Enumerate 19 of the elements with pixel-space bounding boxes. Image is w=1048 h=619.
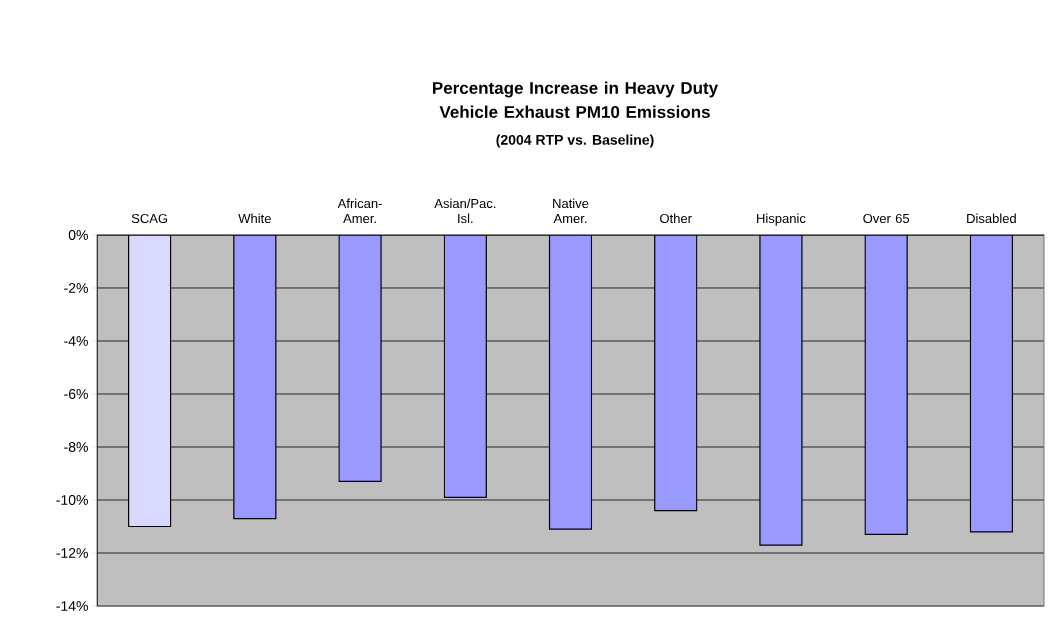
x-tick-label: Asian/Pac. Isl.	[434, 198, 496, 224]
y-tick-label: 0%	[68, 230, 88, 240]
y-tick-label: -2%	[64, 283, 88, 293]
y-tick-label: -10%	[56, 495, 88, 505]
chart-subtitle: (2004 RTP vs. Baseline)	[496, 134, 654, 148]
chart-title: Percentage Increase in Heavy Duty Vehicle Exhaust PM10 Emissions	[433, 81, 719, 119]
x-tick-label: Other	[660, 213, 692, 224]
x-tick-label: Hispanic	[757, 213, 806, 226]
x-tick-label: Disabled	[967, 213, 1016, 224]
y-tick-label: -8%	[64, 442, 88, 452]
x-tick-label: African-Amer.	[337, 198, 382, 224]
y-tick-label: -12%	[56, 548, 88, 558]
x-tick-label: Native Amer.	[553, 198, 589, 224]
x-tick-label: White	[238, 213, 271, 224]
y-tick-label: -4%	[64, 336, 88, 346]
x-tick-label: Over 65	[863, 213, 910, 224]
x-tick-label: SCAG	[131, 213, 168, 224]
y-tick-label: -6%	[64, 389, 88, 399]
y-tick-label: -14%	[56, 601, 88, 611]
